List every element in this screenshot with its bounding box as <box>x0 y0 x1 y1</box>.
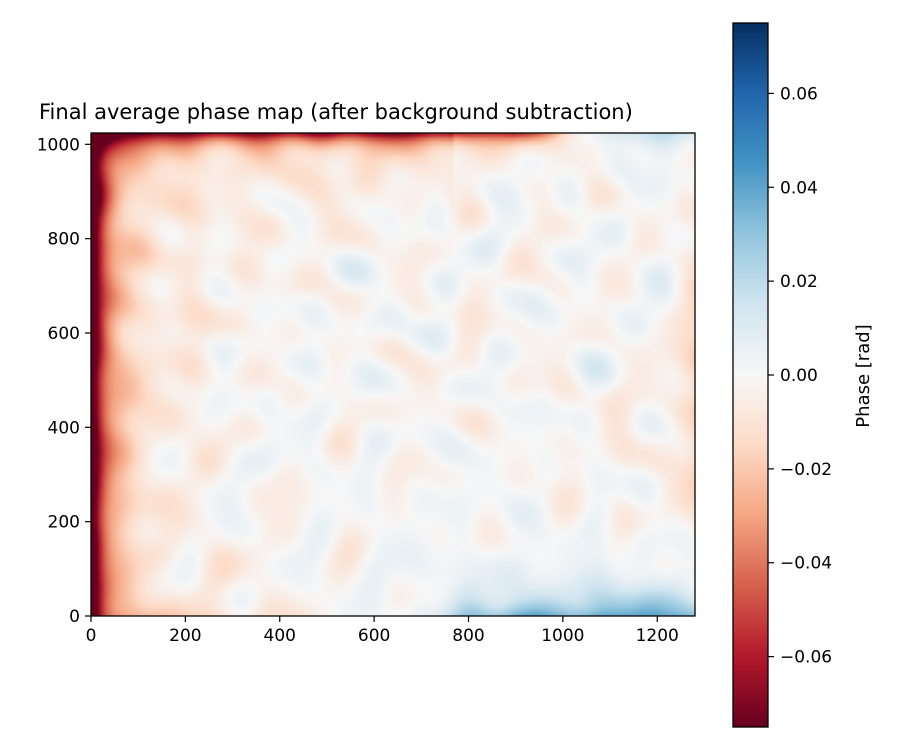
colorbar-tick-label: −0.02 <box>780 460 832 480</box>
x-tick-label: 1200 <box>636 626 679 646</box>
chart-title: Final average phase map (after backgroun… <box>39 100 633 124</box>
colorbar <box>732 22 769 728</box>
colorbar-tick-label: 0.02 <box>780 272 818 292</box>
y-tick-label: 1000 <box>37 135 80 155</box>
y-tick-label: 800 <box>48 230 80 250</box>
y-tick-label: 200 <box>48 513 80 533</box>
colorbar-tick-label: 0.04 <box>780 178 818 198</box>
heatmap-area <box>91 133 695 616</box>
x-tick-label: 200 <box>169 626 201 646</box>
x-tick-label: 400 <box>264 626 296 646</box>
x-tick-label: 0 <box>86 626 97 646</box>
y-tick-label: 400 <box>48 418 80 438</box>
colorbar-tick-label: −0.06 <box>780 648 832 668</box>
colorbar-label: Phase [rad] <box>853 324 874 427</box>
heatmap-image <box>91 133 695 616</box>
y-tick-label: 600 <box>48 324 80 344</box>
y-axis: 0 200 400 600 800 1000 <box>37 135 91 627</box>
colorbar-axis: −0.06 −0.04 −0.02 0.00 0.02 0.04 0.06 <box>768 84 832 668</box>
x-axis: 0 200 400 600 800 1000 1200 <box>86 616 679 646</box>
colorbar-tick-label: 0.06 <box>780 84 818 104</box>
x-tick-label: 600 <box>358 626 390 646</box>
x-tick-label: 800 <box>452 626 484 646</box>
colorbar-tick-label: 0.00 <box>780 366 818 386</box>
y-tick-label: 0 <box>69 607 80 627</box>
colorbar-tick-label: −0.04 <box>780 554 832 574</box>
x-tick-label: 1000 <box>541 626 584 646</box>
plot-frame <box>90 132 696 617</box>
